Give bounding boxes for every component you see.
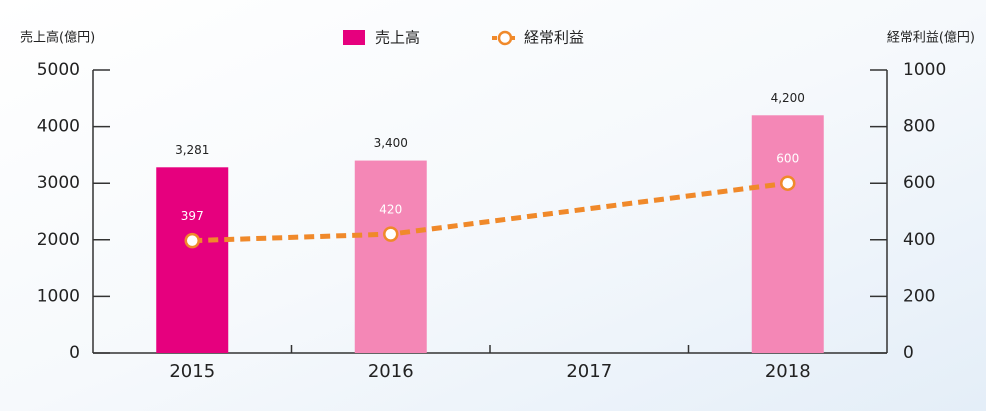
line-value-label: 420 — [379, 203, 402, 217]
bar-value-label: 3,400 — [374, 136, 408, 150]
line-value-label: 397 — [181, 209, 204, 223]
bar — [156, 167, 229, 353]
bar-value-label: 4,200 — [771, 91, 805, 105]
bar — [751, 115, 824, 353]
x-tick-label: 2017 — [566, 361, 612, 382]
line-point — [780, 175, 796, 191]
y-tick-label: 3000 — [37, 173, 80, 193]
x-tick-label: 2016 — [368, 361, 414, 382]
y-tick-label: 0 — [69, 343, 80, 363]
y2-tick-label: 600 — [903, 173, 935, 193]
y2-tick-label: 1000 — [903, 60, 946, 80]
legend-swatch — [343, 30, 365, 45]
y2-tick-label: 800 — [903, 117, 935, 137]
y-tick-label: 1000 — [37, 286, 80, 306]
bar-value-label: 3,281 — [175, 143, 209, 157]
legend-label: 売上高 — [375, 29, 420, 47]
y2-axis-label: 経常利益(億円) — [887, 30, 975, 46]
x-tick-label: 2018 — [765, 361, 811, 382]
y-tick-label: 5000 — [37, 60, 80, 80]
line-point — [184, 232, 200, 249]
y-axis-label: 売上高(億円) — [20, 30, 95, 46]
y2-tick-label: 0 — [903, 343, 914, 363]
x-tick-label: 2015 — [169, 361, 215, 382]
y-tick-label: 2000 — [37, 230, 80, 250]
legend-marker — [497, 30, 513, 46]
legend-label: 経常利益 — [524, 29, 584, 47]
line-point — [383, 226, 399, 242]
y-tick-label: 4000 — [37, 117, 80, 137]
bar — [354, 160, 427, 353]
y2-tick-label: 200 — [903, 286, 935, 306]
line-value-label: 600 — [776, 152, 799, 166]
y2-tick-label: 400 — [903, 230, 935, 250]
